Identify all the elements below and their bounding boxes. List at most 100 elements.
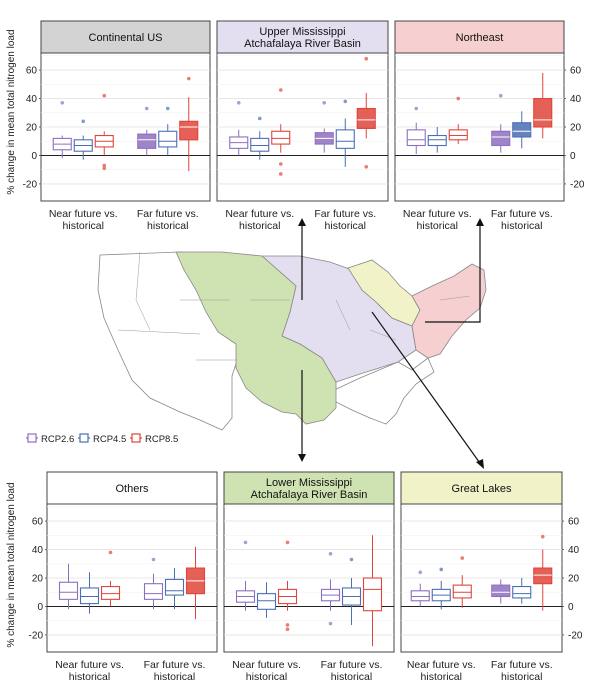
box-body bbox=[137, 133, 157, 149]
box-rcp2-6-near bbox=[235, 540, 256, 611]
panel-header bbox=[40, 20, 211, 54]
outlier-point bbox=[439, 567, 444, 572]
outlier-point bbox=[285, 623, 290, 627]
connector-arrows bbox=[301, 222, 483, 467]
x-category-label: Near future vs. bbox=[232, 659, 301, 671]
outlier-point bbox=[151, 557, 156, 562]
map-region-lower-mississippi bbox=[175, 251, 337, 425]
x-category-label: Near future vs. bbox=[407, 659, 476, 671]
box-body bbox=[427, 134, 447, 147]
box-rcp2-6-near bbox=[406, 106, 426, 155]
box-body bbox=[406, 129, 426, 147]
box-rcp2-6-far bbox=[137, 106, 157, 156]
box-rcp8-5-near bbox=[271, 88, 291, 176]
box-body bbox=[512, 585, 532, 599]
panel-header bbox=[223, 471, 395, 505]
box-body bbox=[533, 567, 553, 585]
outlier-point bbox=[456, 96, 461, 101]
x-category-label: historical bbox=[501, 220, 542, 232]
outlier-point bbox=[102, 93, 107, 98]
legend: RCP2.6 RCP4.5 RCP8.5 bbox=[26, 433, 178, 445]
outlier-point bbox=[364, 165, 369, 169]
us-map bbox=[97, 251, 487, 431]
box-body bbox=[79, 587, 100, 605]
y-tick-label: 20 bbox=[568, 574, 580, 585]
box-rcp8-5-near bbox=[277, 540, 298, 632]
y-tick-label: 60 bbox=[570, 66, 582, 77]
x-category-label: historical bbox=[147, 220, 188, 232]
y-tick-label: 0 bbox=[31, 151, 37, 162]
outlier-point bbox=[349, 557, 354, 562]
box-rcp8-5-far bbox=[533, 534, 553, 611]
box-body bbox=[512, 122, 532, 138]
panel-title: Lower Mississippi bbox=[266, 477, 352, 489]
box-body bbox=[143, 583, 164, 600]
outlier-point bbox=[278, 172, 283, 176]
outlier-point bbox=[243, 540, 248, 545]
y-tick-label: 20 bbox=[26, 123, 38, 134]
box-rcp4-5-near bbox=[431, 567, 451, 610]
box-body bbox=[533, 97, 553, 128]
box-body bbox=[100, 585, 121, 600]
box-rcp4-5-near bbox=[256, 582, 277, 618]
outlier-point bbox=[102, 163, 107, 168]
outlier-point bbox=[278, 88, 283, 92]
outlier-point bbox=[186, 76, 191, 81]
outlier-point bbox=[460, 556, 465, 560]
box-rcp8-5-far bbox=[356, 56, 376, 169]
box-body bbox=[256, 593, 277, 610]
outlier-point bbox=[418, 570, 423, 575]
box-rcp4-5-far bbox=[335, 99, 355, 167]
outlier-point bbox=[60, 101, 65, 105]
x-category-label: Far future vs. bbox=[144, 659, 206, 671]
x-category-label: Far future vs. bbox=[491, 659, 553, 671]
y-tick-label: -20 bbox=[23, 179, 38, 190]
y-tick-label: 0 bbox=[37, 602, 43, 613]
y-axis-title-bottom: % change in mean total nitrogen load bbox=[6, 482, 17, 647]
x-category-label: historical bbox=[246, 671, 287, 683]
box-rcp4-5-far bbox=[341, 557, 362, 625]
x-category-label: historical bbox=[421, 671, 462, 683]
box-rcp4-5-near bbox=[73, 119, 93, 160]
outlier-point bbox=[285, 627, 290, 632]
box-rcp2-6-near bbox=[229, 101, 249, 156]
panel-title: Atchafalaya River Basin bbox=[244, 38, 361, 50]
outlier-point bbox=[328, 552, 333, 556]
box-rcp2-6-far bbox=[314, 101, 334, 153]
box-rcp8-5-far bbox=[185, 546, 206, 620]
box-body bbox=[250, 137, 270, 152]
outlier-point bbox=[236, 101, 241, 105]
legend-swatch-rcp4-5 bbox=[79, 433, 89, 443]
y-tick-label: 60 bbox=[568, 517, 580, 528]
box-rcp2-6-far bbox=[491, 579, 511, 604]
box-body bbox=[356, 107, 376, 129]
box-body bbox=[271, 130, 291, 145]
x-category-label: historical bbox=[239, 220, 280, 232]
box-rcp4-5-near bbox=[250, 116, 270, 160]
y-tick-label: 40 bbox=[568, 545, 580, 556]
legend-label-rcp8-5: RCP8.5 bbox=[145, 434, 178, 445]
y-tick-label: -20 bbox=[570, 179, 585, 190]
x-category-label: Near future vs. bbox=[225, 208, 294, 220]
outlier-point bbox=[540, 534, 545, 539]
legend-swatch-rcp2-6 bbox=[27, 433, 37, 443]
legend-item-rcp8-5: RCP8.5 bbox=[130, 433, 178, 445]
y-tick-label: -20 bbox=[568, 630, 583, 641]
outlier-point bbox=[257, 116, 262, 121]
box-rcp4-5-far bbox=[158, 106, 178, 156]
x-category-label: Far future vs. bbox=[321, 659, 383, 671]
y-tick-label: 20 bbox=[32, 574, 44, 585]
legend-label-rcp4-5: RCP4.5 bbox=[93, 434, 126, 445]
outlier-point bbox=[328, 621, 333, 626]
box-body bbox=[164, 578, 185, 596]
x-category-label: Far future vs. bbox=[314, 208, 376, 220]
box-rcp2-6-far bbox=[491, 93, 511, 153]
panel-header bbox=[394, 20, 565, 54]
x-category-label: Near future vs. bbox=[55, 659, 124, 671]
arrow-heads bbox=[298, 218, 484, 469]
box-rcp4-5-near bbox=[79, 572, 100, 614]
